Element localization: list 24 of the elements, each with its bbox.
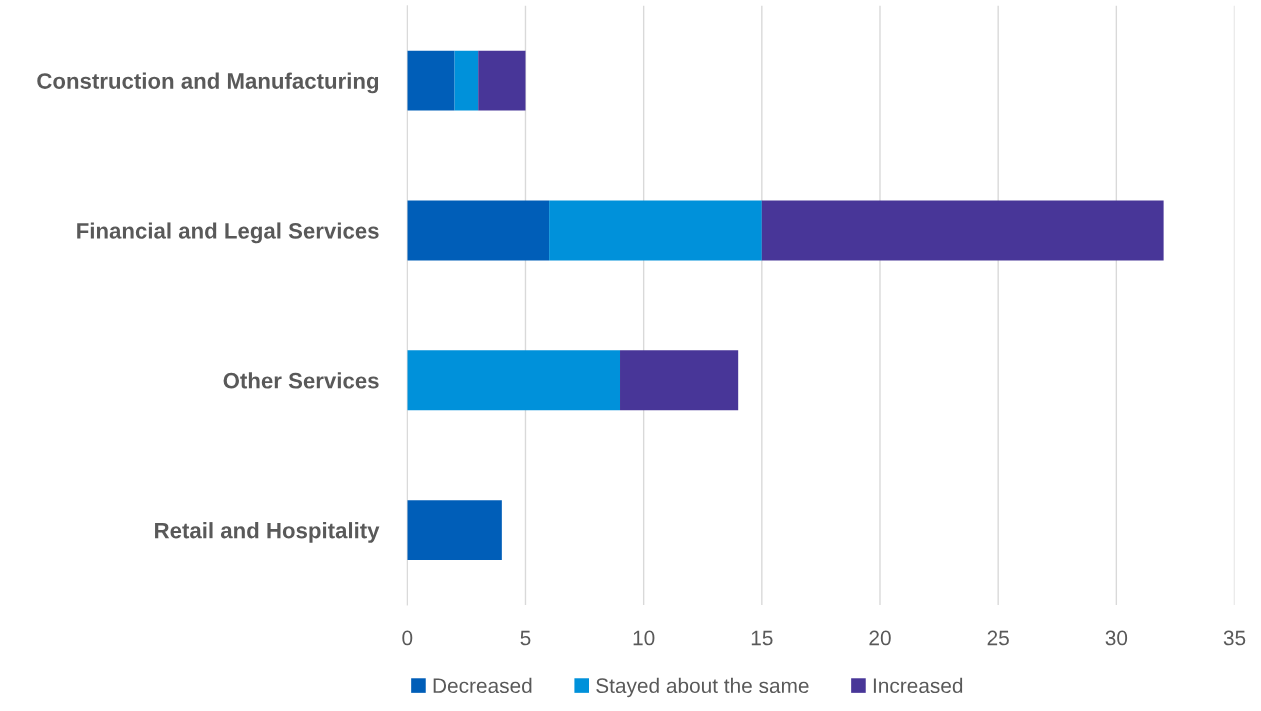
y-tick-label: Other Services: [223, 372, 379, 389]
x-tick-label: 30: [1105, 630, 1128, 646]
bar: [620, 350, 739, 411]
bar: [407, 500, 502, 561]
y-tick-label: Financial and Legal Services: [77, 222, 379, 244]
bar: [549, 200, 762, 261]
legend-label: Increased: [873, 677, 963, 694]
x-tick-label: 20: [869, 630, 891, 646]
bar: [407, 50, 455, 111]
y-tick-label: Retail and Hospitality: [155, 522, 380, 543]
legend-label: Decreased: [433, 677, 532, 694]
bar: [478, 50, 526, 111]
x-tick-label: 35: [1223, 630, 1246, 646]
bar: [761, 200, 1164, 261]
legend-label: Stayed about the same: [596, 677, 809, 698]
x-tick-label: 5: [520, 630, 531, 646]
x-tick-label: 10: [633, 630, 655, 646]
y-tick-label: Construction and Manufacturing: [37, 72, 379, 94]
bar: [407, 200, 550, 261]
x-tick-label: 25: [987, 630, 1009, 646]
bar: [454, 50, 479, 111]
bar: [407, 350, 621, 411]
x-tick-label: 0: [402, 630, 413, 646]
x-tick-label: 15: [751, 630, 773, 646]
